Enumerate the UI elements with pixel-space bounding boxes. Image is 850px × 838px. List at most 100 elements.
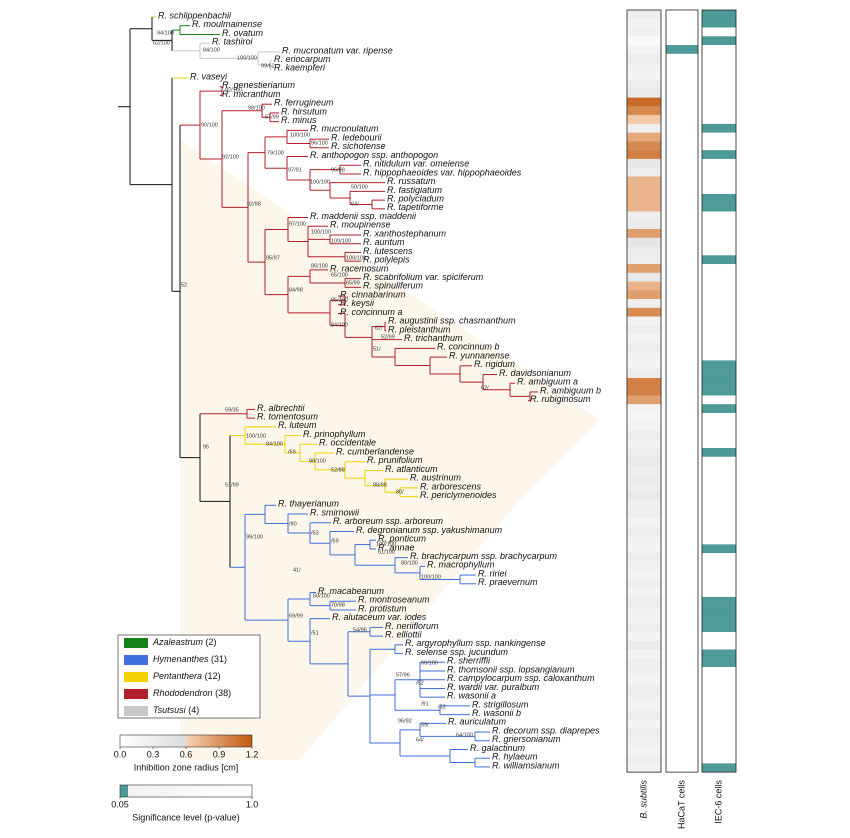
heat-cell [666, 53, 698, 63]
legend-label: Tsutsusi (4) [153, 705, 199, 715]
taxon-label: R. prunifolium [367, 455, 423, 465]
taxon-label: R. luteum [278, 420, 317, 430]
support-value: 52/99 [381, 334, 395, 340]
taxon-label: R. minus [281, 115, 317, 125]
taxon-label: R. thayerianum [278, 499, 340, 509]
heat-cell [702, 97, 736, 107]
heat-cell [702, 27, 736, 37]
heat-cell [702, 483, 736, 492]
heat-cell [702, 535, 736, 545]
taxon-label: R. cinnabarinum [340, 289, 406, 299]
heat-cell [627, 158, 661, 168]
taxon-label: R. fastigiatum [387, 185, 443, 195]
legend-clade: Hymenanthes [153, 654, 209, 664]
colorbar-tick-label: 0.3 [147, 749, 160, 759]
support-value: /53 [311, 530, 319, 536]
support-value: 100/100 [310, 179, 330, 185]
heat-cell [627, 123, 661, 133]
heat-cell [627, 561, 661, 571]
taxon-label: R. ferrugineum [274, 98, 334, 108]
heat-cell [666, 649, 698, 659]
heat-cell [627, 579, 661, 589]
heat-cell [627, 745, 661, 755]
heat-cell [666, 80, 698, 90]
column-frame [665, 9, 699, 773]
heat-cell [666, 640, 698, 650]
heat-cell [627, 456, 661, 466]
heat-cell [666, 123, 698, 133]
heat-cell [666, 377, 698, 387]
heat-cell [627, 737, 661, 747]
heat-cell [702, 45, 736, 54]
taxon-label: R. degronianum ssp. yakushimanum [356, 525, 503, 535]
support-value: 52/88 [331, 467, 345, 473]
taxon-label: R. anthopogon ssp. anthopogon [310, 150, 438, 160]
heat-cell [666, 360, 698, 370]
heat-cell [702, 631, 736, 641]
heat-cell [702, 421, 736, 431]
taxon-label: R. mucronatum var. ripense [282, 45, 393, 55]
column-frame [626, 9, 662, 773]
colorbar-tick-label: 0.05 [111, 799, 129, 809]
support-value: 100/100 [311, 229, 331, 235]
taxon-label: R. vaseyi [190, 71, 228, 81]
taxon-label: R. polylepis [363, 255, 410, 265]
support-value: 85/100 [331, 297, 348, 303]
heat-cell [702, 570, 736, 580]
heat-cell [666, 474, 698, 484]
heat-cell [627, 640, 661, 650]
heat-cell [666, 544, 698, 554]
heat-cell [666, 281, 698, 291]
heat-cell [702, 640, 736, 650]
heat-cell [627, 763, 661, 773]
heat-cell [627, 544, 661, 554]
taxon-label: R. genestierianum [222, 80, 296, 90]
heatmap: B. subtilis HaCaT cells IEC-6 cells [626, 9, 737, 829]
heat-cell [666, 614, 698, 624]
heat-cell [666, 526, 698, 536]
heat-cell [702, 614, 736, 624]
heat-cell [702, 474, 736, 484]
legend-count: (4) [188, 705, 199, 715]
heat-cell [702, 754, 736, 764]
heat-cell [627, 27, 661, 37]
heat-cell [627, 369, 661, 379]
heat-cell [666, 132, 698, 142]
heat-cell [702, 684, 736, 694]
heat-cell [702, 281, 736, 291]
heat-cell [702, 693, 736, 703]
heat-cell [627, 360, 661, 370]
taxon-label: R. maddenii ssp. maddenii [310, 211, 417, 221]
heat-cell [627, 421, 661, 431]
heat-cell [627, 684, 661, 694]
support-value: 62/ [375, 325, 383, 331]
heat-cell [627, 272, 661, 282]
taxon-label: R. hippophaeoides var. hippophaeoides [363, 167, 522, 177]
heat-cell [627, 264, 661, 273]
heat-cell [627, 97, 661, 107]
legend-swatch [124, 638, 148, 648]
heat-cell [702, 62, 736, 72]
support-value: 92/98 [247, 201, 261, 207]
heat-cell [702, 106, 736, 116]
heat-cell [627, 404, 661, 414]
heat-cell [666, 693, 698, 703]
taxon-label: R. moupinense [330, 220, 391, 230]
support-value: 84/100 [266, 441, 283, 447]
support-value: 95/97 [266, 255, 280, 261]
heat-cell [702, 272, 736, 282]
colorbar-tick-label: 0.9 [213, 749, 226, 759]
legend-clade: Tsutsusi [153, 705, 187, 715]
heat-cell [702, 675, 736, 685]
heat-cell [627, 526, 661, 536]
heat-cell [666, 412, 698, 422]
taxon-label: R. concinnum a [340, 307, 403, 317]
heat-cell [627, 570, 661, 580]
taxon-label: R. selense ssp. jucundum [405, 647, 509, 657]
taxon-label: R. scabrifolium var. spiciferum [363, 272, 484, 282]
heat-cell [666, 675, 698, 685]
heat-cell [627, 88, 661, 98]
support-value: 100/100 [237, 55, 257, 61]
heat-cell [666, 763, 698, 773]
heat-cell [702, 491, 736, 501]
